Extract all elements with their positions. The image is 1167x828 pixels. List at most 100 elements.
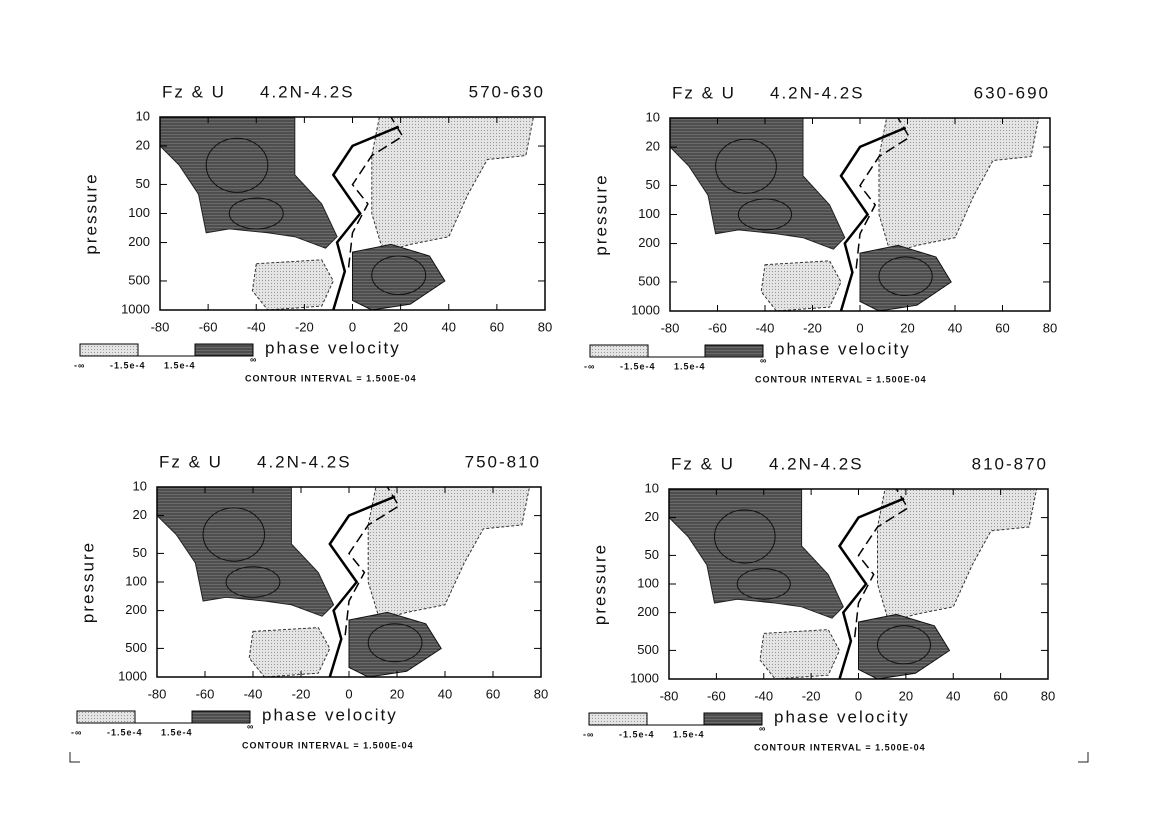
contour-line — [367, 623, 423, 663]
legend-label: ∞ — [247, 721, 254, 731]
positive-region — [348, 611, 442, 678]
legend-label: -1.5e-4 — [620, 361, 656, 371]
negative-region — [251, 259, 334, 311]
legend-label: 1.5e-4 — [161, 727, 193, 737]
x-tick-label: 60 — [486, 686, 500, 701]
y-tick-label: 20 — [136, 137, 150, 152]
y-axis-label: pressure — [590, 543, 609, 625]
x-tick-label: 40 — [946, 688, 960, 703]
x-tick-label: 40 — [442, 319, 456, 334]
y-tick-label: 10 — [646, 109, 660, 124]
x-axis-label: phase velocity — [262, 705, 398, 724]
panel: Fz & U 4.2N-4.2S 570-630 -80 -60 -40 -20 0 20 40 6… — [74, 82, 552, 383]
positive-region — [159, 116, 338, 249]
y-tick-label: 100 — [637, 575, 659, 590]
y-tick-label: 1000 — [118, 668, 147, 683]
y-tick-label: 20 — [645, 509, 659, 524]
y-tick-label: 200 — [128, 234, 150, 249]
legend-positive — [191, 710, 251, 724]
x-tick-label: -40 — [247, 319, 266, 334]
legend-label: -∞ — [71, 727, 82, 737]
negative-region — [877, 488, 1038, 623]
x-tick-label: 20 — [393, 319, 407, 334]
x-tick-label: -40 — [756, 320, 775, 335]
chart-subtitle: 4.2N-4.2S — [260, 82, 355, 101]
y-tick-label: 1000 — [630, 670, 659, 685]
x-tick-label: -20 — [292, 686, 311, 701]
negative-region — [878, 117, 1040, 254]
x-tick-label: -60 — [708, 320, 727, 335]
y-tick-label: 500 — [128, 272, 150, 287]
legend-negative — [589, 344, 649, 358]
legend-label: ∞ — [759, 723, 766, 733]
x-tick-label: 20 — [900, 320, 914, 335]
x-tick-label: -80 — [660, 688, 679, 703]
crop-mark — [69, 752, 1089, 763]
contour-line — [225, 566, 281, 598]
contour-note: CONTOUR INTERVAL = 1.500E-04 — [754, 742, 926, 752]
x-tick-label: 0 — [345, 686, 352, 701]
chart-title: Fz & U — [159, 452, 223, 471]
contour-line — [205, 137, 269, 193]
x-tick-label: 20 — [899, 688, 913, 703]
x-tick-label: -80 — [661, 320, 680, 335]
chart-subtitle: 4.2N-4.2S — [769, 454, 864, 473]
positive-region — [859, 244, 952, 312]
legend-label: -1.5e-4 — [110, 360, 146, 370]
x-axis-label: phase velocity — [265, 338, 401, 357]
contour-note: CONTOUR INTERVAL = 1.500E-04 — [242, 740, 414, 750]
x-tick-label: -80 — [148, 686, 167, 701]
y-tick-label: 50 — [136, 176, 150, 191]
panel: Fz & U 4.2N-4.2S 810-870 -80 -60 -40 -20 0 20 40 6… — [583, 454, 1055, 752]
y-tick-label: 10 — [133, 478, 147, 493]
positive-region — [858, 613, 951, 680]
wind-profile-dashed — [347, 116, 404, 268]
y-tick-label: 20 — [646, 138, 660, 153]
contour-line — [715, 138, 777, 194]
wind-profile-dashed — [344, 486, 400, 636]
chart-title: Fz & U — [671, 454, 735, 473]
legend-label: -∞ — [583, 729, 594, 739]
negative-region — [371, 116, 535, 253]
y-tick-label: 500 — [638, 273, 660, 288]
negative-region — [760, 260, 842, 312]
y-tick-label: 20 — [133, 507, 147, 522]
x-tick-label: 80 — [534, 686, 548, 701]
legend-label: -1.5e-4 — [107, 727, 143, 737]
x-tick-label: -40 — [754, 688, 773, 703]
positive-region — [669, 117, 846, 250]
contour-line — [713, 509, 776, 564]
panel: Fz & U 4.2N-4.2S 630-690 -80 -60 -40 -20 0 20 40 6… — [584, 83, 1057, 384]
x-tick-label: 60 — [993, 688, 1007, 703]
positive-region — [668, 488, 844, 619]
wind-profile — [331, 125, 400, 311]
x-axis-label: phase velocity — [774, 707, 910, 726]
legend-label: -∞ — [74, 360, 85, 370]
y-tick-label: 1000 — [631, 302, 660, 317]
x-tick-label: -20 — [802, 688, 821, 703]
legend-positive — [704, 344, 764, 358]
x-tick-label: 80 — [1043, 320, 1057, 335]
x-tick-label: 0 — [856, 320, 863, 335]
chart-title: Fz & U — [162, 82, 226, 101]
wind-profile-dashed — [853, 488, 909, 638]
chart-subtitle: 4.2N-4.2S — [770, 83, 865, 102]
x-tick-label: 20 — [390, 686, 404, 701]
y-tick-label: 1000 — [121, 301, 150, 316]
negative-region — [367, 486, 531, 621]
x-tick-label: 0 — [855, 688, 862, 703]
positive-region — [156, 486, 335, 617]
x-tick-label: 0 — [349, 319, 356, 334]
y-tick-label: 50 — [646, 177, 660, 192]
contour-line — [371, 255, 427, 296]
y-tick-label: 50 — [645, 547, 659, 562]
x-tick-label: -60 — [707, 688, 726, 703]
legend-label: -∞ — [584, 361, 595, 371]
y-tick-label: 100 — [125, 573, 147, 588]
legend-label: 1.5e-4 — [674, 361, 706, 371]
contour-line — [228, 197, 284, 230]
legend-label: ∞ — [760, 355, 767, 365]
y-tick-label: 200 — [638, 235, 660, 250]
